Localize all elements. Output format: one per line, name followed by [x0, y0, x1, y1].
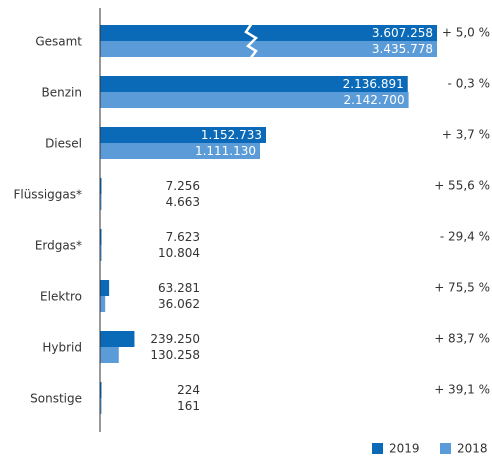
category-label: Sonstige	[30, 392, 82, 406]
category-label: Hybrid	[42, 341, 82, 355]
change-label: + 39,1 %	[434, 383, 490, 397]
bar	[100, 296, 106, 312]
change-label: + 83,7 %	[434, 332, 490, 346]
category-label: Elektro	[40, 290, 82, 304]
category-label: Flüssiggas*	[13, 188, 82, 202]
bar	[100, 194, 102, 210]
bar	[100, 25, 437, 41]
bar	[100, 143, 261, 159]
value-label: 3.435.778	[372, 42, 433, 56]
value-label: 1.111.130	[195, 144, 256, 158]
value-label: 4.663	[166, 195, 200, 209]
value-label: 2.142.700	[344, 93, 405, 107]
legend-swatch	[440, 443, 451, 454]
change-label: + 3,7 %	[442, 128, 490, 142]
value-label: 10.804	[158, 246, 200, 260]
category-label: Erdgas*	[35, 239, 82, 253]
value-label: 63.281	[158, 281, 200, 295]
change-label: - 0,3 %	[448, 77, 490, 91]
category-label: Gesamt	[35, 35, 82, 49]
value-label: 161	[177, 399, 200, 413]
bar	[100, 382, 102, 398]
bar	[100, 41, 437, 57]
bar	[100, 347, 119, 363]
value-label: 2.136.891	[343, 77, 404, 91]
bar	[100, 76, 408, 92]
legend-label: 2019	[389, 442, 420, 456]
value-label: 130.258	[150, 348, 200, 362]
category-label: Diesel	[45, 137, 82, 151]
value-label: 1.152.733	[201, 128, 262, 142]
value-label: 7.256	[166, 179, 200, 193]
bar	[100, 178, 102, 194]
value-label: 239.250	[150, 332, 200, 346]
legend-label: 2018	[457, 442, 488, 456]
bar	[100, 245, 102, 261]
legend-swatch	[372, 443, 383, 454]
change-label: + 75,5 %	[434, 281, 490, 295]
bar	[100, 331, 135, 347]
change-label: + 55,6 %	[434, 179, 490, 193]
bar	[100, 92, 409, 108]
change-label: + 5,0 %	[442, 26, 490, 40]
bar	[100, 280, 110, 296]
bar	[100, 127, 267, 143]
bar	[100, 229, 102, 245]
category-label: Benzin	[42, 86, 82, 100]
value-label: 224	[177, 383, 200, 397]
axis-break	[244, 22, 259, 60]
value-label: 3.607.258	[372, 26, 433, 40]
value-label: 36.062	[158, 297, 200, 311]
value-label: 7.623	[166, 230, 200, 244]
change-label: - 29,4 %	[440, 230, 490, 244]
bar	[100, 398, 102, 414]
